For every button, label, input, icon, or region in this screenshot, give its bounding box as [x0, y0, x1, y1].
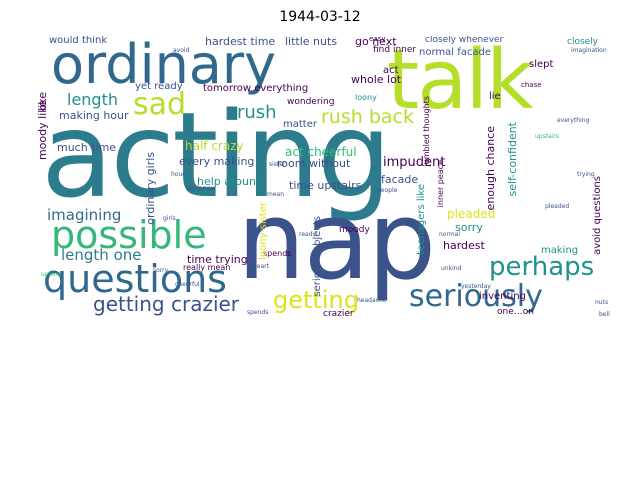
- word-cloud-word: spends: [247, 309, 269, 316]
- figure-title: 1944-03-12: [279, 9, 361, 25]
- word-cloud-word: tomorrow everything: [203, 83, 309, 94]
- word-cloud-word: room without: [277, 157, 351, 170]
- word-cloud-word: jumbled thoughts: [422, 96, 431, 167]
- word-cloud-word: easy: [369, 36, 386, 43]
- word-cloud-word: hour: [171, 171, 185, 178]
- word-cloud-word: mean: [267, 191, 285, 198]
- word-cloud-word: help around: [197, 175, 263, 188]
- word-cloud-word: act cheerful: [285, 145, 357, 159]
- word-cloud-word: enough chance: [484, 126, 497, 211]
- word-cloud-word: avoid questions: [592, 176, 603, 255]
- word-cloud-word: making hour: [59, 109, 129, 122]
- word-cloud-word: perhaps: [489, 252, 595, 282]
- word-cloud-word: rush: [237, 102, 277, 123]
- word-cloud-word: much time: [57, 141, 117, 154]
- word-cloud-word: little nuts: [285, 36, 338, 48]
- word-cloud-word: inventing: [479, 291, 526, 302]
- word-cloud-word: sister: [269, 161, 286, 168]
- word-cloud-word: ready: [299, 231, 317, 238]
- word-cloud-word: closely: [567, 37, 599, 47]
- word-cloud-word: moody: [339, 225, 370, 235]
- word-cloud-word: length: [67, 90, 118, 109]
- word-cloud-word: every making: [179, 155, 255, 168]
- word-cloud-word: unkind: [441, 265, 462, 272]
- word-cloud-word: act: [383, 65, 399, 76]
- word-cloud-word: avoid: [173, 47, 190, 54]
- word-cloud-word: pleaded: [447, 207, 496, 221]
- word-cloud-word: cheerful: [175, 281, 200, 288]
- word-cloud-word: upstairs: [535, 133, 560, 140]
- word-cloud-word: girls: [163, 215, 176, 222]
- word-cloud-word: teenagers like: [416, 184, 427, 255]
- word-cloud-word: imagining: [47, 206, 122, 224]
- word-cloud-word: yesterday: [461, 283, 491, 290]
- word-cloud-word: length one: [61, 246, 142, 264]
- word-cloud-word: trying: [577, 171, 595, 178]
- word-cloud-word: making: [541, 245, 579, 256]
- word-cloud-word: sad: [133, 87, 187, 122]
- word-cloud-word: pleaded: [545, 203, 570, 210]
- word-cloud-word: inner peace: [436, 160, 445, 208]
- word-cloud-word: wondering: [287, 97, 335, 107]
- word-cloud-word: whole lot: [351, 73, 402, 86]
- word-cloud-word: getting: [273, 286, 359, 314]
- word-cloud-word: impudent: [383, 155, 446, 170]
- word-cloud-word: seriously: [409, 279, 543, 314]
- word-cloud-word: half crazy: [185, 139, 244, 153]
- word-cloud-word: like: [37, 92, 49, 111]
- word-cloud-word: serious subjects: [312, 216, 323, 297]
- word-cloud-word: yet ready: [135, 81, 183, 92]
- word-cloud-word: normal: [439, 231, 461, 238]
- word-cloud-word: ordinary: [51, 36, 277, 96]
- word-cloud-word: bell: [599, 311, 610, 318]
- word-cloud-word: lie: [489, 91, 501, 102]
- word-cloud-word: everything: [557, 117, 590, 124]
- word-cloud-word: normal facade: [419, 47, 491, 58]
- word-cloud-word: time trying: [187, 253, 248, 266]
- word-cloud-word: one…on: [497, 307, 534, 317]
- word-cloud-word: self-confident: [506, 122, 519, 197]
- word-cloud-word: find inner: [373, 45, 417, 55]
- word-cloud-word: nuts: [595, 299, 609, 306]
- word-cloud-word: rush back: [321, 106, 414, 128]
- word-cloud-word: really mean: [183, 263, 231, 272]
- word-cloud-word: sorry: [153, 267, 169, 274]
- word-cloud-word: crazier: [323, 309, 354, 319]
- word-cloud-word: matter: [283, 119, 317, 130]
- word-cloud-word: nap: [237, 179, 436, 304]
- word-cloud-word: hardest: [443, 239, 485, 252]
- word-cloud-word: unkind: [41, 271, 62, 278]
- word-cloud-word: getting crazier: [93, 292, 240, 316]
- word-cloud-word: tomorrow: [187, 185, 216, 192]
- word-cloud-word: people: [377, 187, 398, 194]
- word-cloud-word: go next: [355, 36, 397, 48]
- word-cloud-word: loony: [355, 93, 377, 102]
- word-cloud-word: would think: [49, 36, 108, 46]
- word-cloud-word: possible: [51, 213, 207, 257]
- word-cloud-word: ordinary girls: [144, 152, 157, 225]
- word-cloud-word: hardest time: [205, 36, 276, 48]
- word-cloud-word: time upstairs: [289, 179, 362, 192]
- word-cloud-word: heart: [253, 263, 269, 270]
- word-cloud-word: spends: [263, 249, 292, 258]
- word-cloud-word: sorry: [455, 221, 483, 234]
- word-cloud: acting nap talk ordinary questions possi…: [37, 36, 613, 324]
- word-cloud-word: headache: [357, 297, 387, 304]
- word-cloud-word: talk: [387, 36, 534, 128]
- word-cloud-word: questions: [43, 257, 227, 301]
- word-cloud-word: loony sister: [258, 202, 269, 260]
- word-cloud-word: slept: [529, 59, 554, 70]
- word-cloud-word: closely whenever: [425, 36, 504, 45]
- word-cloud-word: acting: [41, 86, 392, 224]
- word-cloud-word: chase: [521, 81, 542, 89]
- word-cloud-word: imagination: [571, 47, 607, 54]
- word-cloud-word: facade: [381, 173, 419, 186]
